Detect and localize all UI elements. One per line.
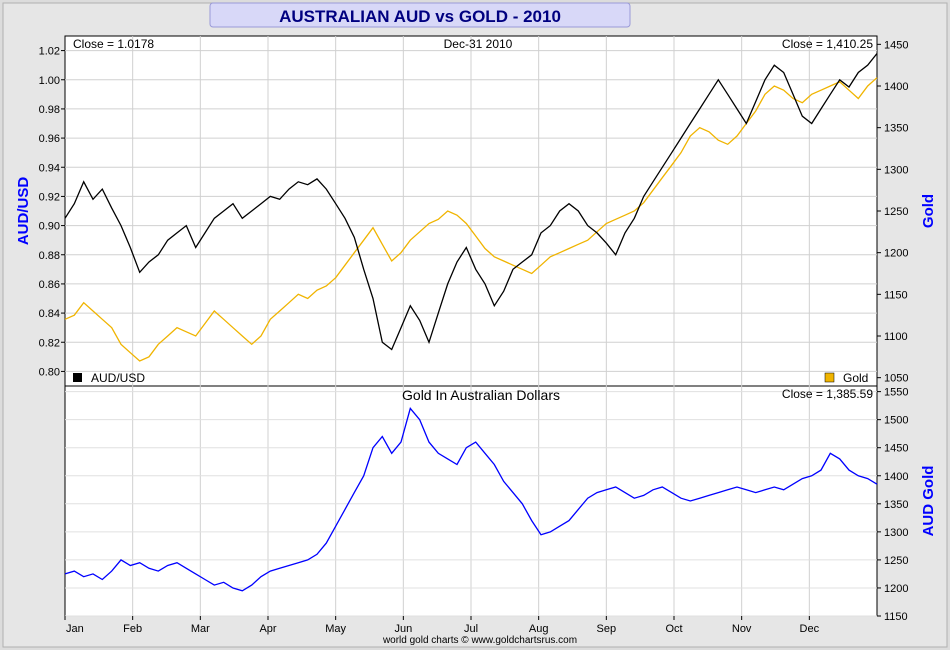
y-tick-label: 0.92 — [39, 191, 60, 203]
y-tick-label: 0.84 — [39, 308, 60, 320]
legend-swatch-audusd — [73, 373, 82, 382]
y-tick-label: 0.86 — [39, 279, 60, 291]
y-tick-label: 1300 — [884, 164, 908, 176]
y-tick-label: 0.94 — [39, 162, 60, 174]
x-tick-label: Jul — [464, 623, 478, 635]
left-axis-title: AUD/USD — [15, 177, 32, 246]
legend-label-audusd: AUD/USD — [91, 371, 145, 385]
x-axis: Jan Feb Mar Apr May Jun Jul Aug Sep Oct Nov Dec — [64, 616, 820, 635]
y-tick-label: 1150 — [884, 289, 908, 301]
legend-swatch-gold — [824, 372, 835, 383]
x-tick-label: Feb — [123, 623, 142, 635]
y-tick-label: 1200 — [884, 248, 908, 260]
y-tick-label: 0.88 — [39, 250, 60, 262]
series-line-gold — [64, 77, 878, 362]
footer-credit: world gold charts © www.goldchartsrus.co… — [382, 635, 577, 646]
x-tick-label: Oct — [665, 623, 682, 635]
y-tick-label: 1350 — [884, 123, 908, 135]
y-tick-label: 0.96 — [39, 133, 60, 145]
y-tick-label: 1300 — [884, 527, 908, 539]
title-banner — [209, 2, 631, 28]
y-tick-label: 1.02 — [39, 46, 60, 58]
x-tick-label: Apr — [259, 623, 276, 635]
x-tick-label: Mar — [191, 623, 210, 635]
x-tick-label: Sep — [597, 623, 617, 635]
y-tick-label: 1.00 — [39, 75, 60, 87]
y-tick-label: 1450 — [884, 39, 908, 51]
y-tick-label: 1450 — [884, 443, 908, 455]
bottom-chart-title: Gold In Australian Dollars — [402, 387, 560, 403]
x-tick-label: May — [325, 623, 346, 635]
top-gridlines — [65, 36, 877, 386]
y-tick-label: 1150 — [884, 611, 908, 623]
bottom-right-y-axis: 1150 1200 1250 1300 1350 1400 1450 1500 1550 — [877, 387, 908, 623]
y-tick-label: 1400 — [884, 81, 908, 93]
y-tick-label: 1100 — [884, 331, 908, 343]
top-left-y-axis: 0.80 0.82 0.84 0.86 0.88 0.90 0.92 0.94 0.96 0.98… — [39, 46, 65, 378]
bottom-gridlines — [65, 386, 877, 617]
x-tick-label: Dec — [800, 623, 820, 635]
legend-label-gold: Gold — [843, 371, 868, 385]
top-right-y-axis: 1050 1100 1150 1200 1250 1300 1350 1400 1450 — [877, 39, 908, 385]
y-tick-label: 1050 — [884, 373, 908, 385]
y-tick-label: 1350 — [884, 499, 908, 511]
series-line-audusd — [64, 53, 878, 351]
y-tick-label: 0.98 — [39, 104, 60, 116]
date-label: Dec-31 2010 — [444, 37, 513, 51]
left-close-label: Close = 1.0178 — [73, 37, 154, 51]
y-tick-label: 1550 — [884, 387, 908, 399]
bottom-right-close-label: Close = 1,385.59 — [782, 387, 873, 401]
series-line-aud-gold — [64, 407, 878, 592]
chart-title: AUSTRALIAN AUD vs GOLD - 2010 — [279, 7, 561, 26]
y-tick-label: 0.82 — [39, 337, 60, 349]
x-tick-label: Jun — [394, 623, 412, 635]
right-close-label: Close = 1,410.25 — [782, 37, 873, 51]
bottom-right-axis-title: AUD Gold — [920, 466, 937, 537]
y-tick-label: 0.90 — [39, 221, 60, 233]
y-tick-label: 1250 — [884, 555, 908, 567]
y-tick-label: 0.80 — [39, 366, 60, 378]
y-tick-label: 1250 — [884, 206, 908, 218]
y-tick-label: 1400 — [884, 471, 908, 483]
right-axis-title: Gold — [920, 194, 937, 228]
y-tick-label: 1200 — [884, 583, 908, 595]
x-tick-label: Aug — [529, 623, 549, 635]
x-tick-label: Nov — [732, 623, 752, 635]
x-tick-label: Jan — [66, 623, 84, 635]
y-tick-label: 1500 — [884, 415, 908, 427]
